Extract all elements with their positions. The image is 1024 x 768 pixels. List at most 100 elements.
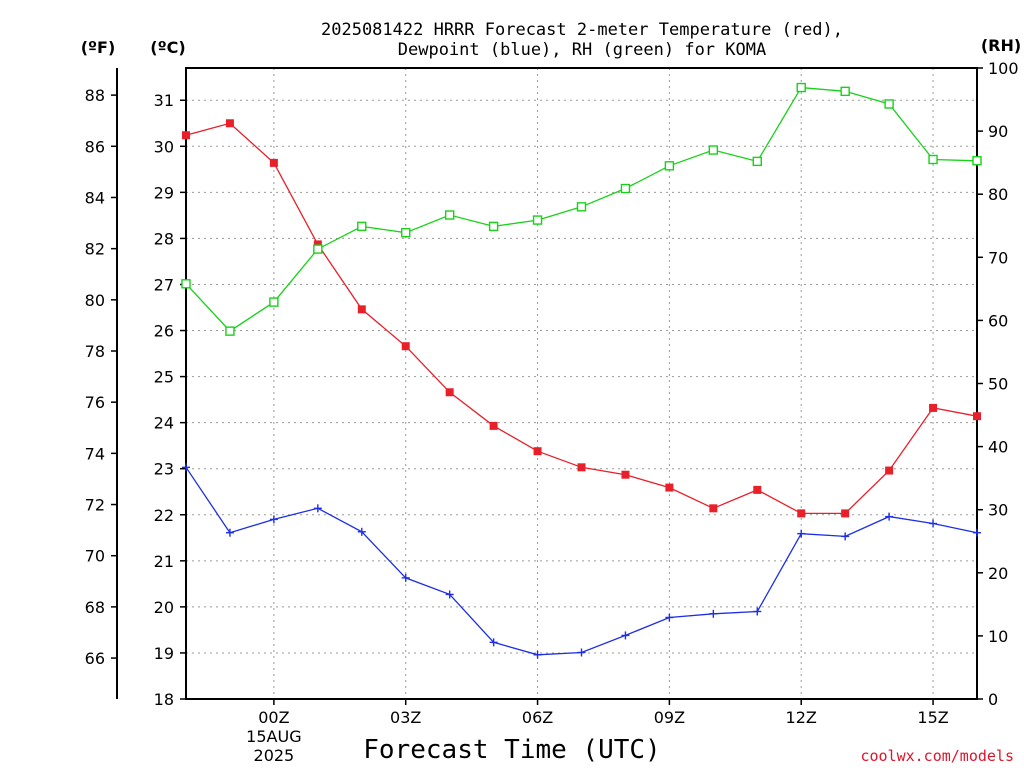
x-tick-date-label: 15AUG <box>246 727 301 746</box>
dewpoint-point <box>753 607 762 616</box>
celsius-tick-label: 26 <box>154 322 174 341</box>
fahrenheit-tick-label: 82 <box>85 240 105 259</box>
dewpoint-point <box>401 573 410 582</box>
fahrenheit-tick-label: 66 <box>85 649 105 668</box>
dewpoint-point <box>313 504 322 513</box>
dewpoint-point <box>225 528 234 537</box>
x-tick-label: 03Z <box>390 708 421 727</box>
dewpoint-point <box>709 609 718 618</box>
rh-tick-label: 80 <box>988 185 1008 204</box>
rh-point <box>620 183 631 194</box>
x-tick-label: 12Z <box>786 708 817 727</box>
temperature-point <box>621 470 630 479</box>
rh-point <box>972 156 982 166</box>
rh-point <box>357 221 367 232</box>
dewpoint-point <box>973 528 981 537</box>
fahrenheit-tick-label: 72 <box>85 496 105 515</box>
temperature-point <box>445 388 454 397</box>
rh-tick-label: 70 <box>988 248 1008 267</box>
rh-point <box>225 326 235 336</box>
dewpoint-point <box>577 648 586 657</box>
temperature-point <box>753 485 762 494</box>
temperature-point <box>973 412 981 421</box>
x-tick-date-label: 2025 <box>254 746 295 765</box>
temperature-point <box>841 509 850 518</box>
celsius-axis-unit: (ºC) <box>150 38 185 57</box>
rh-tick-label: 90 <box>988 122 1008 141</box>
temperature-point <box>225 119 234 128</box>
dewpoint-point <box>533 650 542 659</box>
dewpoint-point <box>797 529 806 538</box>
chart-title-line-2: Dewpoint (blue), RH (green) for KOMA <box>398 40 766 60</box>
celsius-tick-label: 29 <box>154 183 174 202</box>
temperature-point <box>401 342 410 351</box>
rh-point <box>928 154 938 165</box>
celsius-tick-label: 31 <box>154 91 174 110</box>
chart-title-line-1: 2025081422 HRRR Forecast 2-meter Tempera… <box>321 20 843 40</box>
temperature-point <box>533 447 542 456</box>
x-tick-label: 15Z <box>917 708 948 727</box>
rh-point <box>708 145 719 155</box>
temperature-point <box>709 504 718 513</box>
rh-tick-label: 20 <box>988 564 1008 583</box>
credit-watermark: coolwx.com/models <box>860 747 1014 765</box>
dewpoint-point <box>489 638 498 647</box>
celsius-tick-label: 24 <box>154 414 174 433</box>
celsius-tick-label: 23 <box>154 460 174 479</box>
rh-axis-unit: (RH) <box>981 36 1021 55</box>
temperature-point <box>489 421 498 430</box>
rh-point <box>313 244 323 254</box>
dewpoint-point <box>929 519 938 528</box>
temperature-point <box>182 131 190 140</box>
rh-point <box>532 215 543 225</box>
dewpoint-point <box>269 515 278 524</box>
dewpoint-point <box>665 613 674 622</box>
fahrenheit-tick-label: 84 <box>85 188 105 207</box>
x-tick-label: 00Z <box>258 708 289 727</box>
fahrenheit-tick-label: 80 <box>85 291 105 310</box>
rh-point <box>444 210 455 220</box>
rh-tick-label: 50 <box>988 375 1008 394</box>
rh-tick-label: 30 <box>988 501 1008 520</box>
temperature-point <box>929 403 938 412</box>
rh-point <box>796 82 806 93</box>
fahrenheit-tick-label: 70 <box>85 547 105 566</box>
rh-tick-label: 40 <box>988 438 1008 457</box>
dewpoint-point <box>841 532 850 541</box>
celsius-tick-label: 18 <box>154 690 174 709</box>
fahrenheit-axis-unit: (ºF) <box>81 38 116 57</box>
rh-point <box>488 221 499 232</box>
temperature-point <box>577 463 586 472</box>
fahrenheit-tick-label: 86 <box>85 137 105 156</box>
fahrenheit-tick-label: 76 <box>85 393 105 412</box>
temperature-point <box>269 158 278 167</box>
celsius-tick-label: 21 <box>154 552 174 571</box>
rh-tick-label: 60 <box>988 311 1008 330</box>
dewpoint-point <box>182 463 190 472</box>
temperature-point <box>797 509 806 518</box>
rh-point <box>884 99 894 109</box>
fahrenheit-tick-label: 68 <box>85 598 105 617</box>
celsius-tick-label: 25 <box>154 368 174 387</box>
dewpoint-point <box>885 512 894 521</box>
rh-point <box>840 86 850 97</box>
celsius-tick-label: 27 <box>154 275 174 294</box>
temperature-point <box>357 305 366 314</box>
grid-lines <box>186 68 977 700</box>
celsius-tick-label: 19 <box>154 644 174 663</box>
rh-tick-label: 0 <box>988 690 998 709</box>
rh-point <box>181 279 191 289</box>
plot-frame <box>185 67 978 700</box>
rh-point <box>752 156 762 167</box>
x-tick-label: 09Z <box>654 708 685 727</box>
temperature-point <box>885 466 894 475</box>
celsius-tick-label: 28 <box>154 229 174 248</box>
x-axis-title: Forecast Time (UTC) <box>363 735 660 765</box>
celsius-tick-label: 22 <box>154 506 174 525</box>
rh-point <box>269 297 279 307</box>
fahrenheit-tick-label: 88 <box>85 86 105 105</box>
axes: 66 68 70 72 74 76 78 80 82 84 86 88 18 19 20 21 22 23 24 25… <box>85 59 1019 765</box>
dewpoint-point <box>621 631 630 640</box>
fahrenheit-tick-label: 78 <box>85 342 105 361</box>
